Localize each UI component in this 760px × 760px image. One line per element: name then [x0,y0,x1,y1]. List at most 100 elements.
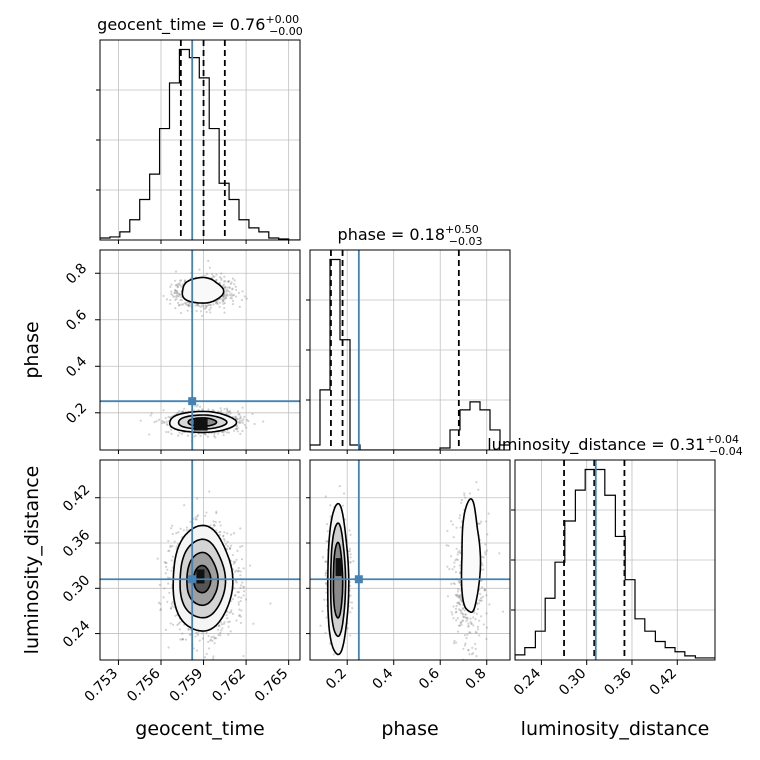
sample-point [163,421,166,424]
sample-point [195,309,198,313]
sample-point [176,284,179,287]
sample-point [460,600,463,603]
sample-point [201,408,204,411]
sample-point [218,276,222,279]
sample-point [225,294,228,297]
sample-point [227,411,230,414]
sample-point [253,422,256,426]
sample-point [247,419,250,423]
sample-point [228,620,231,623]
sample-point [457,550,460,554]
sample-point [455,547,458,550]
title-minus: −0.00 [269,25,303,38]
axes-frame [99,249,301,451]
sample-point [235,288,238,292]
sample-point [208,303,211,307]
sample-point [139,419,142,422]
sample-point [214,436,217,439]
sample-point [223,407,226,411]
sample-point [162,596,165,599]
sample-point [460,501,463,504]
sample-point [228,293,232,296]
sample-point [458,624,461,627]
sample-point [238,419,242,422]
sample-point [196,303,199,306]
sample-point [479,599,482,602]
sample-point [241,419,244,422]
title-plus: +0.50 [445,223,479,236]
sample-point [178,284,182,287]
sample-point [464,496,467,499]
sample-point [176,623,179,627]
sample-point [202,305,205,308]
sample-point [338,484,341,488]
sample-point [485,594,488,597]
sample-point [235,427,238,431]
sample-point [474,647,477,651]
sample-point [161,419,164,423]
sample-point [451,523,454,526]
contours [168,276,238,434]
sample-point [231,287,234,290]
sample-point [454,559,457,562]
sample-point [220,623,224,626]
sample-point [176,289,179,293]
sample-point [460,623,463,627]
sample-point [228,410,231,413]
sample-point [471,652,475,655]
sample-point [478,599,481,602]
density-core [196,569,205,584]
sample-point [349,634,352,637]
sample-point [212,635,215,638]
sample-point [170,559,173,562]
sample-point [164,572,167,575]
sample-point [472,616,475,619]
sample-point [221,300,224,303]
sample-point [481,555,484,558]
sample-point [208,266,211,269]
title-minus: −0.03 [449,235,483,248]
sample-point [456,558,459,562]
sample-point [208,308,211,311]
sample-point [165,430,168,434]
sample-point [469,617,472,620]
sample-point [476,603,479,606]
sample-point [170,605,174,608]
sample-point [174,614,177,617]
sample-point [177,622,180,625]
sample-point [170,292,173,296]
sample-point [460,609,463,612]
sample-point [170,428,173,431]
sample-point [457,624,461,627]
sample-point [208,490,211,493]
sample-point [476,628,479,631]
sample-point [239,574,242,577]
sample-point [231,277,235,280]
sample-point [234,580,237,583]
sample-point [175,290,178,293]
sample-point [244,598,248,601]
sample-point [225,431,229,434]
sample-point [233,279,236,282]
sample-point [229,611,233,614]
sample-point [478,602,481,605]
sample-point [181,632,184,635]
sample-point [479,597,483,600]
sample-point [159,608,162,612]
histogram-step [310,258,510,450]
sample-point [176,411,180,414]
sample-point [225,293,228,296]
sample-point [209,639,212,642]
sample-point [240,584,243,587]
sample-point [467,625,470,628]
sample-point [211,408,215,411]
sample-point [227,279,231,283]
sample-point [453,561,456,564]
sample-point [223,539,226,542]
sample-point [239,570,242,573]
sample-point [210,638,213,641]
sample-point [222,284,225,288]
sample-point [228,286,231,290]
sample-point [222,283,226,286]
